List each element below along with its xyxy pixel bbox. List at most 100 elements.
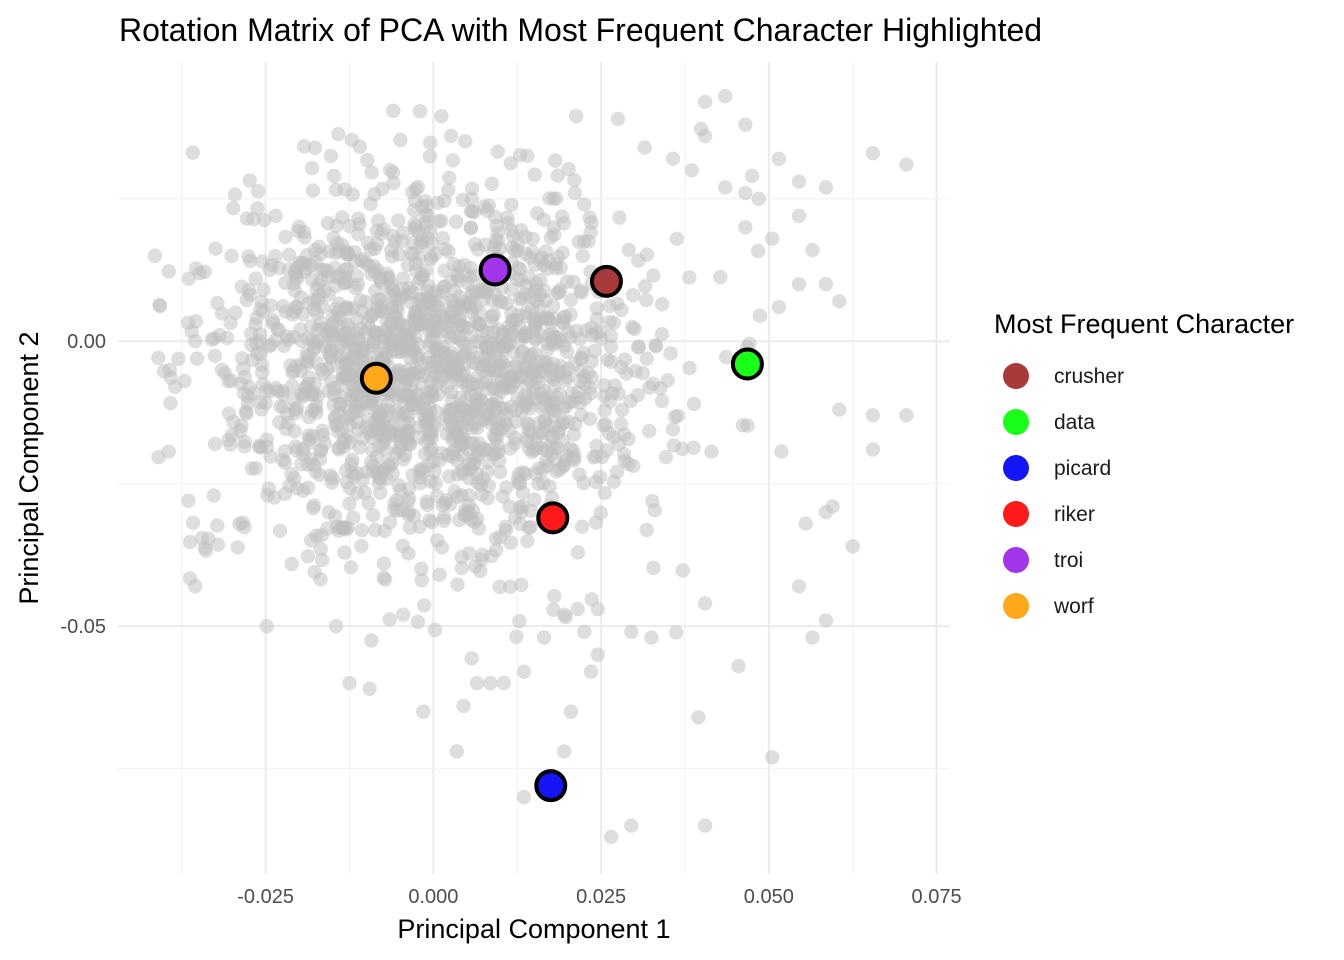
background-point xyxy=(430,533,445,548)
x-tick-label: 0.000 xyxy=(408,886,458,908)
background-point xyxy=(567,173,582,188)
background-point xyxy=(257,212,272,228)
background-point xyxy=(435,230,451,246)
background-point xyxy=(654,393,670,409)
background-point xyxy=(437,263,452,278)
background-point xyxy=(366,258,382,274)
background-point xyxy=(163,395,178,411)
background-point xyxy=(275,452,290,468)
background-point xyxy=(475,547,490,563)
background-point xyxy=(288,265,303,281)
background-point xyxy=(371,213,386,228)
background-point xyxy=(536,630,552,645)
legend: Most Frequent Character crusher data picar… xyxy=(994,309,1294,619)
background-point xyxy=(512,291,528,307)
background-point xyxy=(639,292,654,308)
background-point xyxy=(481,454,496,469)
background-point xyxy=(518,466,533,482)
background-point xyxy=(326,168,342,184)
background-point xyxy=(536,475,551,491)
background-point xyxy=(268,208,283,224)
background-point xyxy=(818,613,834,628)
background-point xyxy=(342,496,357,511)
background-point xyxy=(818,504,834,520)
background-point xyxy=(208,241,223,256)
background-point xyxy=(161,444,176,459)
background-point xyxy=(351,226,366,242)
background-point xyxy=(454,549,469,565)
background-point xyxy=(350,277,366,292)
background-point xyxy=(434,108,449,124)
background-point xyxy=(314,552,330,568)
background-point xyxy=(617,352,633,367)
background-point xyxy=(340,301,355,317)
background-point xyxy=(382,612,397,627)
background-point xyxy=(315,299,330,315)
background-point xyxy=(499,406,514,422)
background-point xyxy=(644,630,659,645)
background-point xyxy=(367,325,382,341)
background-point xyxy=(590,647,605,662)
background-point xyxy=(180,315,196,331)
background-point xyxy=(614,302,629,318)
background-point xyxy=(675,441,690,457)
background-point xyxy=(410,420,426,435)
background-point xyxy=(691,710,706,725)
background-point xyxy=(329,417,345,433)
highlight-point-riker xyxy=(536,501,570,535)
background-point xyxy=(187,334,203,349)
background-point xyxy=(660,373,675,388)
y-tick-label: 0.00 xyxy=(67,331,106,353)
background-point xyxy=(197,264,212,280)
background-point xyxy=(189,351,205,366)
background-point xyxy=(156,364,172,379)
background-point xyxy=(267,490,282,505)
background-point xyxy=(557,339,572,354)
background-point xyxy=(751,191,766,206)
background-point xyxy=(845,539,860,554)
background-point xyxy=(697,94,713,110)
background-point xyxy=(300,549,316,564)
background-point xyxy=(416,408,431,423)
background-point xyxy=(485,293,500,308)
background-point xyxy=(371,475,386,491)
background-point xyxy=(552,462,567,478)
background-point xyxy=(642,423,657,439)
background-point xyxy=(210,518,225,533)
background-point xyxy=(324,317,340,333)
background-point xyxy=(443,128,459,144)
background-point xyxy=(314,273,330,288)
legend-label-picard: picard xyxy=(1054,457,1111,480)
background-point xyxy=(547,153,563,168)
background-point xyxy=(735,418,751,433)
background-point xyxy=(532,376,547,391)
background-point xyxy=(434,446,449,461)
background-point xyxy=(603,339,619,354)
background-point xyxy=(485,378,501,394)
background-point xyxy=(328,618,344,634)
background-point xyxy=(406,508,422,524)
background-point xyxy=(576,197,592,212)
background-point xyxy=(284,467,299,482)
background-point xyxy=(658,449,674,465)
background-point xyxy=(521,417,536,432)
background-point xyxy=(227,187,243,202)
background-point xyxy=(235,515,250,530)
background-point xyxy=(646,268,661,283)
background-point xyxy=(354,523,369,538)
background-point xyxy=(431,214,447,229)
background-point xyxy=(612,210,627,225)
background-point xyxy=(556,607,572,622)
background-point xyxy=(495,489,510,504)
background-point xyxy=(369,425,384,440)
background-point xyxy=(791,277,807,292)
background-point xyxy=(479,203,495,219)
background-point xyxy=(645,376,661,391)
background-point xyxy=(492,579,507,595)
background-point xyxy=(546,378,562,394)
background-point xyxy=(496,675,512,691)
background-point xyxy=(294,333,309,349)
background-point xyxy=(818,180,834,195)
background-point xyxy=(561,161,576,177)
background-point xyxy=(594,449,610,465)
